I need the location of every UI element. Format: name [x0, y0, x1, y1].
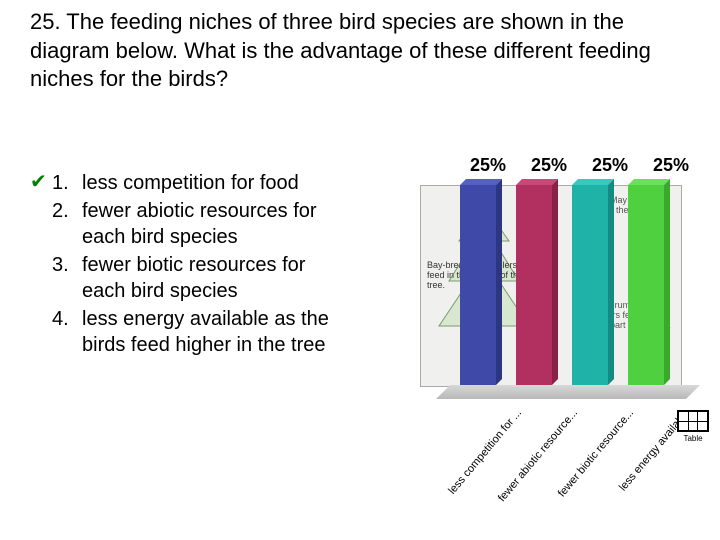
answer-option[interactable]: 2. fewer abiotic resources for each bird…	[30, 198, 330, 250]
answer-text: fewer biotic resources for each bird spe…	[82, 252, 330, 304]
answer-option[interactable]: ✔ 1. less competition for food	[30, 170, 330, 196]
bar-side	[664, 179, 670, 385]
answer-text: less energy available as the birds feed …	[82, 306, 330, 358]
bar-front	[516, 185, 552, 385]
bar-side	[496, 179, 502, 385]
x-axis-labels: less competition for ... fewer abiotic r…	[460, 407, 700, 527]
bar-side	[608, 179, 614, 385]
x-label: fewer biotic resource...	[537, 407, 636, 522]
chart-floor	[436, 385, 700, 399]
answer-number: 3.	[52, 252, 82, 278]
bar-side	[552, 179, 558, 385]
table-icon	[677, 410, 709, 432]
bar-3	[572, 185, 614, 385]
percent-label: 25%	[460, 155, 516, 176]
answer-number: 4.	[52, 306, 82, 332]
x-label: fewer abiotic resource...	[481, 407, 580, 522]
percent-label: 25%	[582, 155, 638, 176]
bar-front	[572, 185, 608, 385]
response-chart: 25% 25% 25% 25% Cape May warblers feed a…	[420, 155, 700, 455]
check-icon: ✔	[30, 170, 52, 194]
table-button[interactable]: Table	[672, 410, 714, 443]
answer-text: fewer abiotic resources for each bird sp…	[82, 198, 330, 250]
bars	[460, 185, 690, 385]
percent-label: 25%	[521, 155, 577, 176]
bar-front	[628, 185, 664, 385]
question-text: 25. The feeding niches of three bird spe…	[30, 8, 690, 94]
answer-number: 1.	[52, 170, 82, 196]
bar-1	[460, 185, 502, 385]
bar-2	[516, 185, 558, 385]
answer-option[interactable]: 3. fewer biotic resources for each bird …	[30, 252, 330, 304]
bar-front	[460, 185, 496, 385]
bar-4	[628, 185, 670, 385]
x-label: less competition for ...	[425, 407, 524, 522]
answer-number: 2.	[52, 198, 82, 224]
answer-text: less competition for food	[82, 170, 330, 196]
answer-option[interactable]: 4. less energy available as the birds fe…	[30, 306, 330, 358]
table-button-label: Table	[683, 434, 702, 443]
answers-list: ✔ 1. less competition for food 2. fewer …	[30, 170, 330, 360]
percent-labels: 25% 25% 25% 25%	[460, 155, 700, 176]
percent-label: 25%	[643, 155, 699, 176]
